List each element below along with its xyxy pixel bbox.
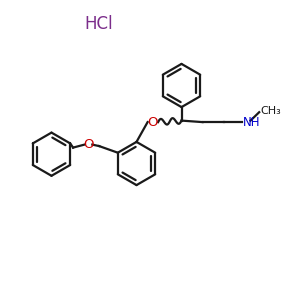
Text: CH₃: CH₃ xyxy=(261,106,281,116)
Text: O: O xyxy=(148,116,158,129)
Text: O: O xyxy=(83,138,94,151)
Text: NH: NH xyxy=(243,116,260,129)
Text: HCl: HCl xyxy=(85,15,113,33)
